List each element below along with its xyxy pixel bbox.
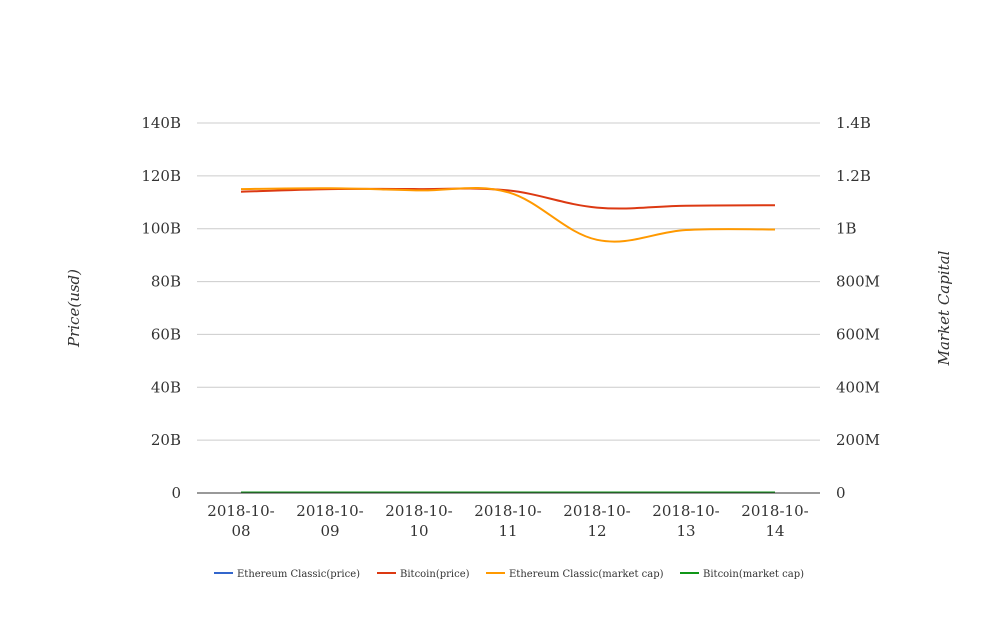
y-axis-right-title: Market Capital [935, 250, 953, 366]
legend-label: Ethereum Classic(price) [237, 569, 360, 580]
series-line-2 [240, 186, 776, 243]
y-right-tick-label: 0 [836, 484, 846, 502]
y-right-tick-label: 1.4B [836, 114, 871, 132]
y-right-tick-label: 800M [836, 273, 880, 291]
x-tick-label: 2018-10-11 [474, 502, 541, 540]
x-tick-label: 2018-10-10 [385, 502, 452, 540]
y-left-tick-label: 100B [141, 220, 181, 238]
y-right-tick-label: 400M [836, 378, 880, 396]
y-left-tick-label: 80B [151, 273, 181, 291]
y-left-tick-label: 20B [151, 431, 181, 449]
y-left-tick-label: 0 [171, 484, 181, 502]
series-lines [240, 186, 776, 494]
legend: Ethereum Classic(price) Bitcoin(price) Eth… [214, 569, 804, 580]
legend-label: Bitcoin(price) [400, 569, 470, 580]
x-tick-label: 2018-10-08 [207, 502, 274, 540]
x-tick-label: 2018-10-12 [563, 502, 630, 540]
legend-label: Ethereum Classic(market cap) [509, 569, 664, 580]
y-right-tick-label: 200M [836, 431, 880, 449]
gridlines [197, 122, 820, 441]
x-tick-label: 2018-10-14 [741, 502, 808, 540]
y-left-tick-label: 60B [151, 325, 181, 343]
y-right-tick-label: 1.2B [836, 167, 871, 185]
x-tick-label: 2018-10-13 [652, 502, 719, 540]
y-right-tick-label: 600M [836, 325, 880, 343]
y-left-tick-label: 140B [141, 114, 181, 132]
y-left-tick-label: 40B [151, 378, 181, 396]
y-axis-left-title: Price(usd) [65, 269, 83, 348]
x-tick-label: 2018-10-09 [296, 502, 363, 540]
axes: 0 0 20B 200M 40B 400M 60B 600M 80B 800M 100B 1B 120B… [141, 114, 880, 540]
legend-label: Bitcoin(market cap) [703, 569, 804, 580]
y-right-tick-label: 1B [836, 220, 857, 238]
y-left-tick-label: 120B [141, 167, 181, 185]
